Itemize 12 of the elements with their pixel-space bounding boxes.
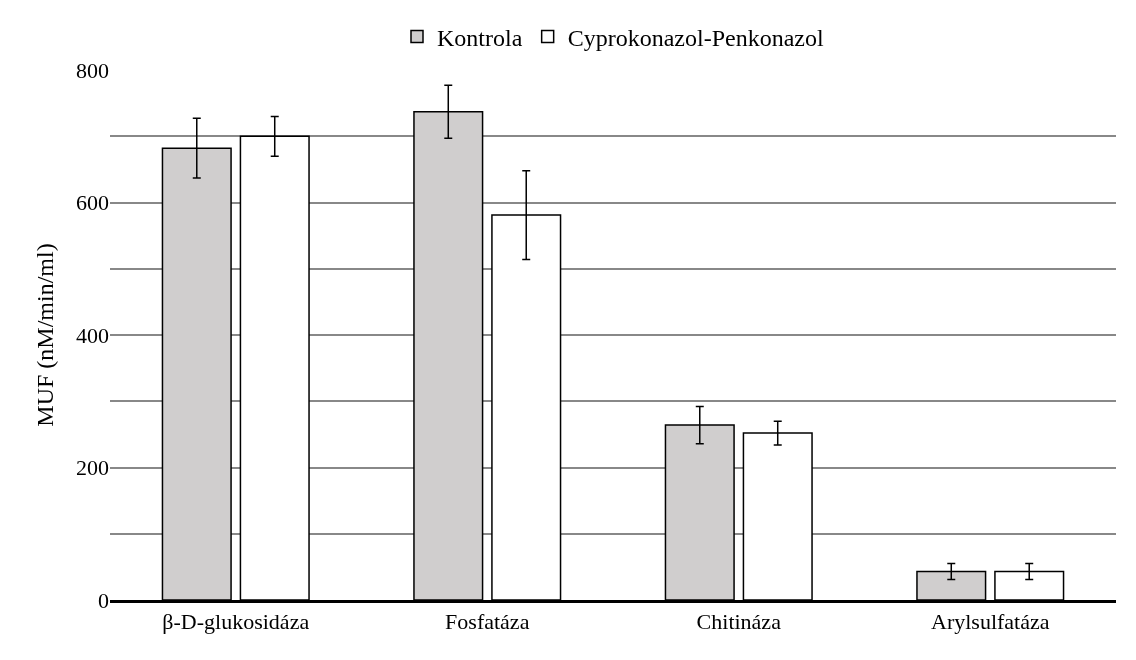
x-tick-label: Fosfatáza: [445, 609, 530, 635]
x-tick-label: Chitináza: [696, 609, 782, 635]
y-tick-label: 200: [76, 455, 109, 481]
y-tick-label: 600: [76, 190, 109, 216]
x-tick-label: Arylsulfatáza: [931, 609, 1050, 635]
y-tick-label: 800: [76, 57, 109, 83]
y-tick-label: 0: [98, 587, 109, 613]
legend-label: Kontrola: [437, 24, 523, 51]
y-tick-label: 400: [76, 322, 109, 348]
legend-label: Cyprokonazol-Penkonazol: [567, 24, 824, 51]
y-axis-title: MUF (nM/min/ml): [32, 243, 59, 427]
x-tick-label: β-D-glukosidáza: [162, 609, 310, 635]
